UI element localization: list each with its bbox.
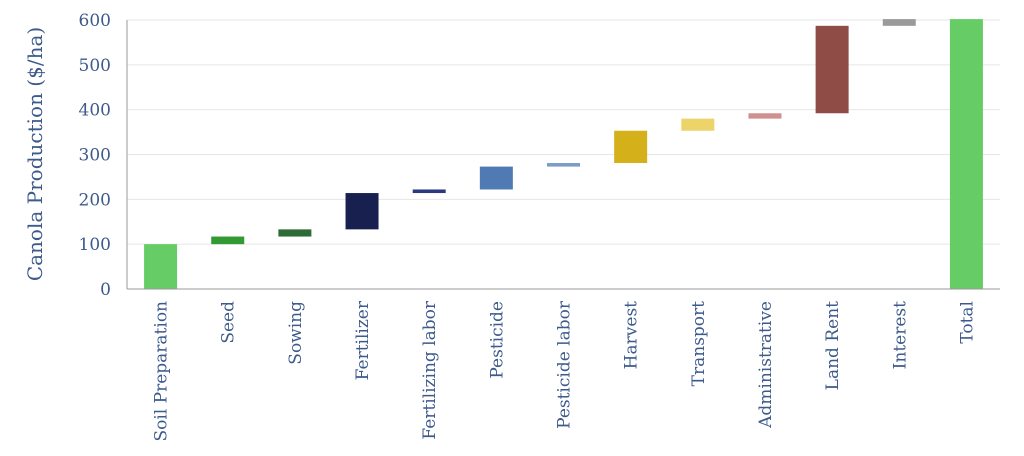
x-category-label: Fertilizer bbox=[353, 300, 373, 380]
axes bbox=[126, 20, 1000, 290]
y-tick-label: 0 bbox=[100, 280, 111, 300]
y-tick-label: 600 bbox=[79, 11, 111, 31]
x-category-label: Land Rent bbox=[823, 301, 843, 390]
bar-pesticide-labor bbox=[547, 163, 580, 167]
x-category-label: Pesticide bbox=[487, 301, 507, 379]
gridlines bbox=[127, 19, 1000, 245]
bar-total bbox=[949, 19, 983, 289]
x-category-label: Soil Preparation bbox=[152, 301, 172, 442]
y-tick-labels: 0 100 200 300 400 500 600 bbox=[79, 11, 111, 300]
bar-pesticide bbox=[479, 166, 513, 190]
bar-seed bbox=[211, 236, 245, 245]
bar-harvest bbox=[614, 130, 648, 164]
x-category-label: Sowing bbox=[286, 301, 306, 365]
x-category-label: Seed bbox=[219, 301, 239, 344]
x-category-label: Pesticide labor bbox=[555, 300, 575, 429]
bar-fertilizer bbox=[345, 193, 379, 230]
y-tick-label: 300 bbox=[79, 146, 111, 166]
x-category-label: Total bbox=[957, 301, 977, 344]
y-axis-title: Canola Production ($/ha) bbox=[23, 27, 47, 281]
bar-soil-preparation bbox=[144, 244, 178, 289]
bars bbox=[144, 19, 983, 289]
x-category-label: Transport bbox=[689, 301, 709, 387]
y-tick-label: 100 bbox=[79, 235, 111, 255]
x-category-label: Interest bbox=[890, 301, 910, 369]
bar-fertilizing-labor bbox=[412, 189, 446, 194]
x-category-label: Harvest bbox=[622, 301, 642, 369]
bar-land-rent bbox=[815, 25, 849, 114]
y-tick-label: 400 bbox=[79, 101, 111, 121]
x-category-labels: Soil Preparation Seed Sowing Fertilizer Fert… bbox=[152, 300, 978, 441]
bar-administrative bbox=[748, 113, 782, 119]
bar-sowing bbox=[278, 229, 312, 237]
bar-transport bbox=[681, 118, 715, 131]
y-tick-label: 500 bbox=[79, 56, 111, 76]
bar-interest bbox=[882, 19, 916, 26]
x-category-label: Fertilizing labor bbox=[420, 300, 440, 440]
x-category-label: Administrative bbox=[756, 301, 776, 429]
y-tick-label: 200 bbox=[79, 190, 111, 210]
